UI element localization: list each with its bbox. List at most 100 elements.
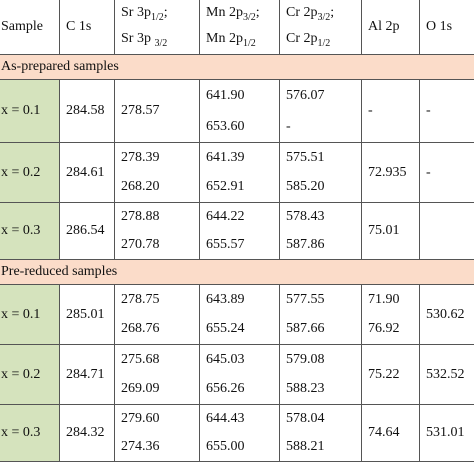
cell-value: 278.88: [121, 209, 160, 224]
header-text: C 1s: [66, 19, 92, 34]
cell-value: 655.24: [206, 321, 245, 337]
cell-value: 532.52: [426, 366, 465, 382]
cell-value: 75.22: [368, 366, 400, 382]
table-cell: 71.90 76.92: [362, 285, 420, 345]
cell-value: 76.92: [368, 321, 400, 337]
cell-value: 641.90: [206, 87, 245, 103]
header-line: O 1s: [426, 19, 474, 35]
header-row: Sample C 1s Sr 3p1/2; Sr 3p 3/2 Mn 2p3/2; Mn …: [0, 0, 474, 55]
table-cell: x = 0.1: [0, 80, 60, 143]
cell-value: -: [426, 164, 431, 180]
header-line: Mn 2p3/2;: [206, 5, 273, 23]
table-cell: x = 0.2: [0, 345, 60, 405]
cell-value: 275.68: [121, 351, 160, 367]
cell-value: 585.20: [286, 179, 325, 195]
cell-value: 286.54: [66, 223, 105, 238]
header-text: Sr 3p: [121, 5, 151, 21]
cell-value: x = 0.1: [1, 306, 41, 322]
cell-value: x = 0.1: [1, 103, 41, 118]
table-row: x = 0.1 285.01 278.75 268.76 643.89 655.24 577…: [0, 285, 474, 345]
cell-value: 645.03: [206, 351, 245, 367]
table-cell: 577.55 587.66: [280, 285, 362, 345]
header-cell: Al 2p: [362, 0, 420, 55]
header-subscript: 1/2: [242, 37, 256, 49]
table-cell: 641.90 653.60: [200, 80, 280, 143]
header-subscript: 1/2: [317, 37, 331, 49]
header-cell: O 1s: [420, 0, 474, 55]
cell-value: 578.04: [286, 411, 325, 426]
cell-value: 278.75: [121, 291, 160, 307]
cell-value: 578.43: [286, 209, 325, 224]
cell-value: 285.01: [66, 306, 105, 322]
table-cell: 284.71: [60, 345, 115, 405]
header-line: C 1s: [66, 19, 108, 35]
cell-value: 643.89: [206, 291, 245, 307]
table-row: x = 0.2 284.61 278.39 268.20 641.39 652.91 575…: [0, 143, 474, 203]
table-cell: 579.08 588.23: [280, 345, 362, 405]
header-line: Sr 3p 3/2: [121, 31, 193, 49]
header-text: Al 2p: [368, 19, 400, 34]
cell-value: 653.60: [206, 118, 245, 134]
table-cell: x = 0.3: [0, 405, 60, 462]
table-row: x = 0.3 286.54 278.88 270.78 644.22 655.57 578…: [0, 203, 474, 260]
cell-value: 270.78: [121, 237, 160, 252]
cell-value: 656.26: [206, 381, 245, 397]
table-cell: 285.01: [60, 285, 115, 345]
cell-value: 75.01: [368, 223, 400, 238]
table-cell: x = 0.2: [0, 143, 60, 203]
cell-value: 530.62: [426, 306, 465, 322]
table-cell: 284.32: [60, 405, 115, 462]
header-line: Al 2p: [368, 19, 413, 35]
header-text: Mn 2p: [206, 31, 243, 46]
cell-value: 278.39: [121, 149, 160, 165]
cell-value: 575.51: [286, 149, 325, 165]
table-cell: 576.07 -: [280, 80, 362, 143]
header-text: ;: [255, 5, 260, 21]
cell-value: 587.66: [286, 321, 325, 337]
cell-value: 644.22: [206, 209, 245, 224]
cell-value: 655.00: [206, 439, 245, 454]
cell-value: -: [286, 118, 291, 134]
table-cell: 279.60 274.36: [115, 405, 200, 462]
cell-value: 71.90: [368, 291, 400, 307]
table-cell: 286.54: [60, 203, 115, 260]
table-cell: 284.61: [60, 143, 115, 203]
section-title: Pre-reduced samples: [0, 260, 474, 285]
section-title: As-prepared samples: [0, 55, 474, 80]
cell-value: 74.64: [368, 425, 400, 440]
table-cell: 75.01: [362, 203, 420, 260]
cell-value: 284.61: [66, 164, 105, 180]
table-cell: 278.75 268.76: [115, 285, 200, 345]
header-cell: Sr 3p1/2; Sr 3p 3/2: [115, 0, 200, 55]
table-cell: 284.58: [60, 80, 115, 143]
cell-value: 587.86: [286, 237, 325, 252]
header-text: Sr 3p: [121, 31, 155, 46]
header-line: Sr 3p1/2;: [121, 5, 193, 23]
header-text: Cr 2p: [286, 31, 318, 46]
cell-value: 588.23: [286, 381, 325, 397]
table-cell: 278.39 268.20: [115, 143, 200, 203]
cell-value: x = 0.2: [1, 164, 41, 180]
table-cell: 645.03 656.26: [200, 345, 280, 405]
cell-value: 278.57: [121, 103, 160, 118]
cell-value: 579.08: [286, 351, 325, 367]
table-cell: -: [362, 80, 420, 143]
header-subscript: 3/2: [242, 12, 256, 23]
table-cell: 578.04 588.21: [280, 405, 362, 462]
header-subscript: 3/2: [317, 12, 331, 23]
table-cell: 644.43 655.00: [200, 405, 280, 462]
cell-value: x = 0.2: [1, 366, 41, 382]
cell-value: -: [368, 103, 373, 118]
cell-value: -: [426, 103, 431, 118]
cell-value: 274.36: [121, 439, 160, 454]
table-cell: 643.89 655.24: [200, 285, 280, 345]
table-cell: -: [420, 80, 474, 143]
header-text: ;: [330, 5, 335, 21]
cell-value: 269.09: [121, 381, 160, 397]
header-text: O 1s: [426, 19, 453, 34]
header-text: Mn 2p: [206, 5, 243, 21]
cell-value: 652.91: [206, 179, 245, 195]
cell-value: 72.935: [368, 164, 407, 180]
table-cell: 578.43 587.86: [280, 203, 362, 260]
